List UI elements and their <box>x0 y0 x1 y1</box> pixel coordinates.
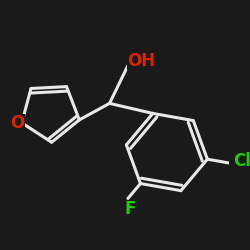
Text: O: O <box>10 114 24 132</box>
Text: OH: OH <box>127 52 155 70</box>
Text: F: F <box>124 200 136 218</box>
Text: Cl: Cl <box>233 152 250 170</box>
